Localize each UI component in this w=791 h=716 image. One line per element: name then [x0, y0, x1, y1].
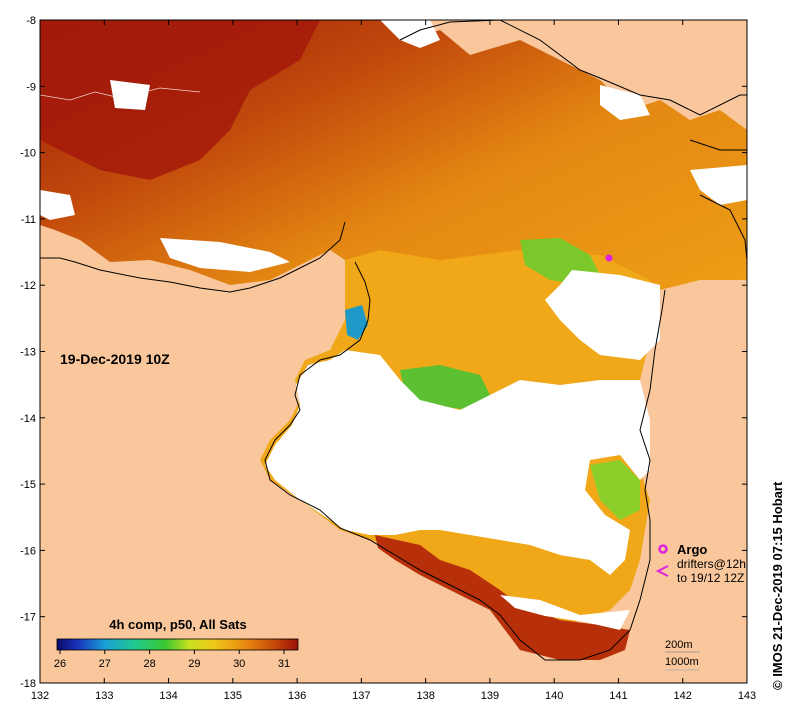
y-tick-label: -10 [20, 148, 36, 160]
y-tick-label: -14 [20, 413, 36, 425]
y-tick-label: -12 [20, 280, 36, 292]
y-tick-label: -18 [20, 678, 36, 690]
x-tick-label: 143 [738, 690, 756, 702]
x-tick-label: 142 [674, 690, 692, 702]
coastline [40, 221, 346, 293]
colorbar-tick-label: 31 [278, 658, 290, 670]
y-tick-label: -11 [21, 214, 36, 226]
drifters-label-line2: to 19/12 12Z [677, 571, 744, 585]
colorbar-tick-label: 28 [143, 658, 155, 670]
no-data-area [600, 85, 650, 120]
y-axis: -8 -9 -10 -11 -12 -13 -14 -15 -16 -17 -18 [20, 15, 747, 690]
no-data-area [500, 595, 630, 630]
colorbar-tick-label: 26 [54, 658, 66, 670]
credit-text: © IMOS 21-Dec-2019 07:15 Hobart [770, 481, 785, 690]
x-tick-label: 136 [288, 690, 306, 702]
x-tick-label: 138 [416, 690, 434, 702]
drifters-label-line1: drifters@12h [677, 557, 746, 571]
no-data-area [40, 190, 75, 220]
y-tick-label: -13 [20, 347, 36, 359]
x-tick-label: 141 [609, 690, 627, 702]
sst-coastal-hot [375, 535, 630, 660]
no-data-area [690, 165, 747, 205]
sst-cool-patch [590, 460, 640, 520]
y-tick-label: -17 [20, 612, 36, 624]
y-tick-label: -15 [20, 479, 36, 491]
colorbar-tick-label: 27 [99, 658, 111, 670]
sst-cold-patch [345, 305, 368, 340]
coastline [689, 139, 747, 261]
no-data-area [110, 80, 150, 110]
x-tick-label: 139 [481, 690, 499, 702]
colorbar-title: 4h comp, p50, All Sats [109, 617, 247, 632]
x-tick-label: 137 [352, 690, 370, 702]
y-tick-label: -8 [26, 15, 36, 27]
x-tick-label: 134 [159, 690, 177, 702]
argo-icon [658, 544, 668, 554]
coastline [399, 20, 747, 116]
no-data-area [160, 238, 290, 272]
y-tick-label: -9 [26, 81, 36, 93]
sst-cool-patch [400, 365, 490, 410]
colorbar-tick-label: 30 [233, 658, 245, 670]
argo-float-marker [605, 254, 613, 262]
argo-label: Argo [677, 542, 707, 557]
sst-hot-zone [40, 20, 320, 180]
x-tick-label: 133 [95, 690, 113, 702]
x-axis: 132 133 134 135 136 137 138 139 140 141 142 143 [31, 20, 756, 702]
drifter-arrow-icon [655, 565, 669, 577]
x-tick-label: 135 [224, 690, 242, 702]
colorbar-tick-label: 29 [188, 658, 200, 670]
x-tick-label: 132 [31, 690, 49, 702]
coastline [264, 261, 666, 661]
y-tick-label: -16 [20, 545, 36, 557]
no-data-area [380, 20, 440, 48]
time-label: 19-Dec-2019 10Z [60, 351, 170, 367]
colorbar [56, 638, 299, 651]
x-tick-label: 140 [545, 690, 563, 702]
no-data-area [265, 350, 650, 575]
contour-200m-label: 200m [665, 639, 693, 651]
contour-1000m-label: 1000m [665, 656, 699, 668]
shelf-contour-200m [40, 87, 201, 101]
no-data-area [545, 270, 660, 360]
colorbar-ticks: 26 27 28 29 30 31 [54, 650, 290, 670]
